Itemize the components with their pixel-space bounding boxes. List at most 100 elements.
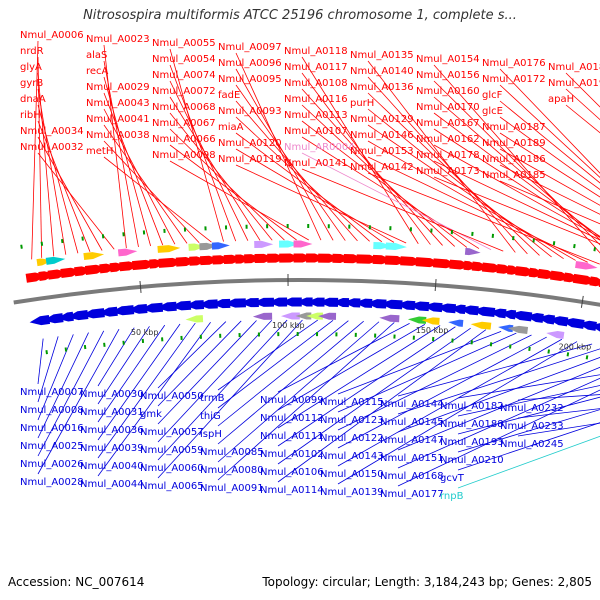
leader-line — [367, 172, 600, 265]
top-gene-label: nrdR — [20, 46, 44, 57]
leader-line — [37, 104, 79, 254]
leader-line — [37, 328, 120, 475]
top-gene-label: Nmul_A0068 — [152, 102, 216, 113]
forward-feature — [575, 260, 598, 270]
top-gene-label: Nmul_A0186 — [482, 154, 546, 165]
leader-line — [457, 409, 600, 453]
bottom-gene-label: Nmul_A0008 — [20, 405, 84, 416]
minor-tick — [593, 247, 597, 252]
top-gene-label: Nmul_A0118 — [284, 46, 348, 57]
reverse-gene — [435, 303, 457, 314]
top-gene-label: Nmul_A0192 — [548, 78, 600, 89]
top-gene-label: Nmul_A0142 — [350, 162, 414, 173]
leader-line — [301, 72, 431, 245]
leader-line — [103, 156, 212, 243]
leader-line — [169, 144, 297, 241]
top-gene-label: Nmul_A0141 — [284, 158, 348, 169]
reverse-gene — [548, 316, 569, 327]
bottom-gene-label: Nmul_A0080 — [200, 465, 264, 476]
reverse-gene — [318, 297, 339, 307]
top-gene-label: Nmul_A0119 — [218, 154, 282, 165]
leader-line — [457, 385, 600, 417]
leader-line — [235, 164, 407, 244]
forward-feature — [464, 247, 481, 256]
bottom-gene-label: gcvT — [440, 473, 465, 484]
reverse-gene — [408, 301, 430, 312]
top-gene-label: Nmul_A0054 — [152, 54, 216, 65]
label-leaders — [31, 40, 600, 489]
bottom-labels: Nmul_A0007 Nmul_A0008 Nmul_A0016 Nmul_A0025… — [20, 387, 564, 502]
leader-line — [235, 100, 358, 242]
leader-line — [301, 136, 480, 249]
bottom-gene-label: Nmul_A0091 — [200, 483, 264, 494]
leader-line — [235, 84, 346, 241]
top-gene-label: glyA — [20, 62, 42, 73]
leader-line — [37, 88, 67, 255]
reverse-gene — [43, 313, 64, 324]
backbone — [13, 278, 600, 307]
reverse-gene — [170, 300, 192, 311]
bottom-gene-label: Nmul_A0050 — [140, 391, 204, 402]
top-gene-label: miaA — [218, 122, 244, 133]
leader-line — [499, 116, 600, 191]
forward-gene — [306, 253, 327, 263]
bottom-gene-label: Nmul_A0028 — [20, 477, 84, 488]
bottom-gene-label: Nmul_A0245 — [500, 439, 564, 450]
leader-line — [433, 160, 600, 241]
reverse-gene — [380, 299, 403, 310]
top-gene-label: Nmul_A0113 — [284, 110, 348, 121]
top-gene-label: alaS — [86, 50, 107, 61]
top-gene-label: ribH — [20, 110, 41, 121]
reverse-gene — [239, 297, 259, 308]
leader-line — [217, 319, 318, 391]
leader-line — [157, 319, 273, 443]
leader-line — [337, 332, 517, 413]
scale-tick-label: 200 kbp — [559, 342, 592, 351]
minor-tick — [40, 241, 44, 246]
top-gene-label: Nmul_A0041 — [86, 114, 150, 125]
reverse-gene — [396, 300, 416, 311]
top-gene-label: Nmul_A0095 — [218, 74, 282, 85]
top-gene-label: Nmul_A0116 — [284, 94, 348, 105]
bottom-gene-label: Nmul_A0065 — [140, 481, 204, 492]
bottom-gene-label: Nmul_A0057 — [140, 427, 204, 438]
reverse-gene — [525, 313, 544, 323]
bottom-gene-label: Nmul_A0210 — [440, 455, 504, 466]
bottom-gene-label: Nmul_A0114 — [260, 485, 324, 496]
leader-line — [337, 336, 547, 449]
reverse-feature — [318, 312, 337, 320]
leader-line — [169, 112, 273, 241]
leader-line — [169, 48, 224, 242]
forward-feature — [157, 245, 181, 253]
bottom-gene-label: Nmul_A0177 — [380, 489, 444, 500]
leader-line — [457, 374, 600, 399]
top-gene-label: purH — [350, 98, 374, 109]
leader-line — [277, 323, 410, 393]
top-gene-label: Nmul_A0043 — [86, 98, 150, 109]
reverse-gene — [156, 301, 177, 312]
reverse-gene — [267, 297, 288, 307]
bottom-gene-label: Nmul_A0151 — [380, 453, 444, 464]
leader-line — [499, 84, 600, 178]
reverse-gene — [98, 306, 118, 317]
reverse-gene — [342, 298, 361, 308]
reverse-feature — [185, 315, 204, 323]
forward-feature — [293, 240, 313, 248]
reverse-gene — [499, 309, 517, 320]
top-gene-label: Nmul_A0038 — [86, 130, 150, 141]
top-gene-label: Nmul_A0129 — [350, 114, 414, 125]
minor-tick — [528, 346, 531, 352]
leader-line — [103, 124, 188, 244]
leader-line — [217, 322, 395, 481]
leader-line — [169, 160, 309, 241]
leader-line — [397, 377, 600, 469]
bottom-gene-label: Nmul_A0085 — [200, 447, 264, 458]
top-gene-label: glcF — [482, 90, 503, 101]
leader-line — [37, 152, 115, 250]
reverse-feature — [280, 312, 300, 320]
reverse-feature — [252, 312, 273, 320]
top-gene-label: Nmul_A0172 — [482, 74, 546, 85]
forward-gene — [254, 253, 276, 264]
top-gene-label: glcE — [482, 106, 503, 117]
